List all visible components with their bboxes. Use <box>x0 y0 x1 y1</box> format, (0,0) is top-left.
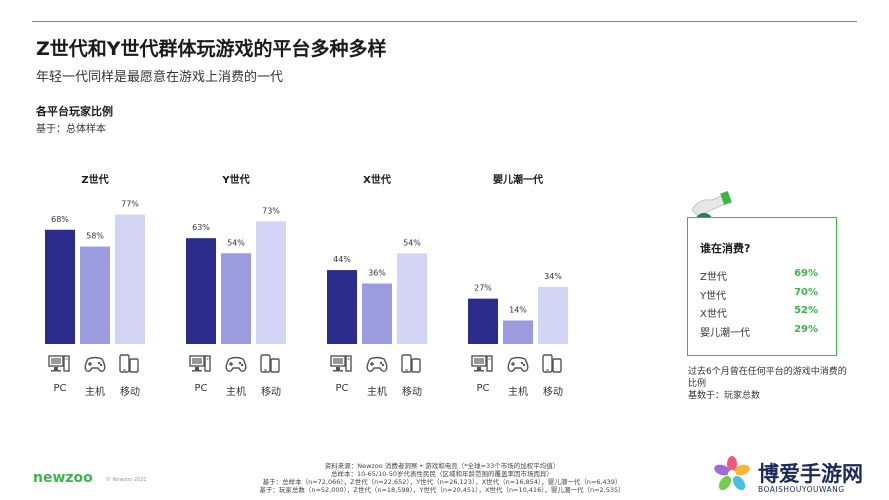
group-label: Z世代 <box>81 173 108 186</box>
bar <box>45 229 75 344</box>
bar-value-label: 34% <box>544 272 562 281</box>
top-divider <box>32 21 857 22</box>
chart-title: 各平台玩家比例 <box>36 105 113 118</box>
group-label: 婴儿潮一代 <box>493 173 543 186</box>
newzoo-logo: newzoo <box>33 470 93 486</box>
bar-value-label: 58% <box>86 232 104 241</box>
platform-label: 移动 <box>120 387 140 398</box>
platform-label: 主机 <box>85 387 105 398</box>
spend-row: X世代 52% <box>700 305 818 320</box>
bar <box>115 214 145 344</box>
bar-value-label: 54% <box>403 238 421 247</box>
bar-value-label: 77% <box>121 200 139 209</box>
platform-label: PC <box>335 383 349 394</box>
bar <box>468 298 498 344</box>
bar <box>397 253 427 344</box>
gamepad-icon <box>365 354 389 374</box>
flower-logo-icon <box>714 456 750 491</box>
spend-row-label: 婴儿潮一代 <box>700 328 750 339</box>
pc-icon <box>48 354 72 374</box>
footer-line: 总样本：10-65/10-50岁代表性民民（区域和年龄范围的覆盖率因市场而异） <box>331 470 553 478</box>
spend-note: 过去6个月曾在任何平台的游戏中消费的比例 基数于：玩家总数 <box>688 366 848 402</box>
bar-value-label: 14% <box>509 305 527 314</box>
spend-note-line: 过去6个月曾在任何平台的游戏中消费的比例 <box>688 367 847 389</box>
page-title: Z世代和Y世代群体玩游戏的平台多种多样 <box>36 38 387 60</box>
footer-line: 资料来源：Newzoo 消费者洞察 • 游戏和电竞（*全球=33个市场的加权平均… <box>324 462 560 470</box>
spend-row-value: 52% <box>794 305 818 316</box>
bar-value-label: 44% <box>333 255 351 264</box>
bar <box>221 253 251 344</box>
group-label: Y世代 <box>221 173 249 186</box>
platform-label: 主机 <box>226 387 246 398</box>
watermark-en: BOAISHOUYOUWANG <box>758 485 845 494</box>
mobile-icon <box>118 354 142 374</box>
spend-row: Y世代 70% <box>700 287 818 302</box>
bar-value-label: 63% <box>192 223 210 232</box>
platform-label: 移动 <box>402 387 422 398</box>
mobile-icon <box>259 354 283 374</box>
spend-row: Z世代 69% <box>700 268 818 283</box>
platform-label: PC <box>194 383 208 394</box>
footer-line: 基于：玩家总数（n=52,000），Z世代（n=18,598），Y世代（n=20… <box>259 486 625 494</box>
bar-value-label: 27% <box>474 284 492 293</box>
footer-line: 基于：总样本（n=72,066），Z世代（n=22,652），Y世代（n=26,… <box>262 478 622 486</box>
watermark-cn: 博爱手游网 <box>758 462 863 486</box>
bar-value-label: 54% <box>227 238 245 247</box>
spend-note-base: 基数于：玩家总数 <box>688 391 761 401</box>
platform-label: 主机 <box>508 387 528 398</box>
mobile-icon <box>400 354 424 374</box>
mobile-icon <box>541 354 565 374</box>
pc-icon <box>189 354 213 374</box>
pc-icon <box>330 354 354 374</box>
pc-icon <box>471 354 495 374</box>
spend-row-value: 69% <box>794 268 818 279</box>
page-subtitle: 年轻一代同样是最愿意在游戏上消费的一代 <box>36 70 284 85</box>
chart-base-note: 基于：总体样本 <box>36 124 106 135</box>
spend-row-label: X世代 <box>700 309 727 320</box>
bar-value-label: 68% <box>51 215 69 224</box>
bar <box>256 221 286 344</box>
bar <box>186 238 216 344</box>
spend-card-title: 谁在消费? <box>700 242 751 255</box>
watermark: 博爱手游网 BOAISHOUYOUWANG <box>714 456 884 496</box>
bar <box>538 286 568 344</box>
spend-row-label: Z世代 <box>700 272 727 283</box>
spend-row-label: Y世代 <box>700 291 727 302</box>
bar-value-label: 36% <box>368 269 386 278</box>
bar <box>503 320 533 344</box>
spend-row-value: 70% <box>794 287 818 298</box>
spend-row-value: 29% <box>794 324 818 335</box>
bar <box>362 283 392 344</box>
spend-row: 婴儿潮一代 29% <box>700 324 818 339</box>
platform-label: 主机 <box>367 387 387 398</box>
spend-card: 谁在消费? Z世代 69% Y世代 70% X世代 52% 婴儿潮一代 29% <box>687 217 837 356</box>
platform-label: 移动 <box>543 387 563 398</box>
bar <box>327 270 357 344</box>
bar <box>80 246 110 344</box>
footer-sources: 资料来源：Newzoo 消费者洞察 • 游戏和电竞（*全球=33个市场的加权平均… <box>232 462 652 494</box>
bar-value-label: 73% <box>262 206 280 215</box>
group-label: X世代 <box>363 173 391 186</box>
bar-chart: Z世代 68% 58% 77% Y世代 63% 54% 73% X世代 44% 36% 54% 婴儿潮一… <box>45 173 568 344</box>
platform-label: 移动 <box>261 387 281 398</box>
copyright: © Newzoo 2021 <box>106 477 147 483</box>
gamepad-icon <box>83 354 107 374</box>
platform-label: PC <box>476 383 490 394</box>
gamepad-icon <box>506 354 530 374</box>
platform-label: PC <box>53 383 67 394</box>
gamepad-icon <box>224 354 248 374</box>
